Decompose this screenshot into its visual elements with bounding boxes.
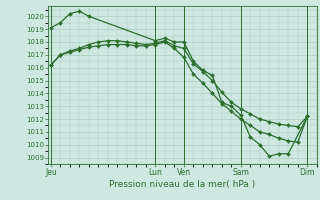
X-axis label: Pression niveau de la mer( hPa ): Pression niveau de la mer( hPa ) (109, 180, 256, 189)
